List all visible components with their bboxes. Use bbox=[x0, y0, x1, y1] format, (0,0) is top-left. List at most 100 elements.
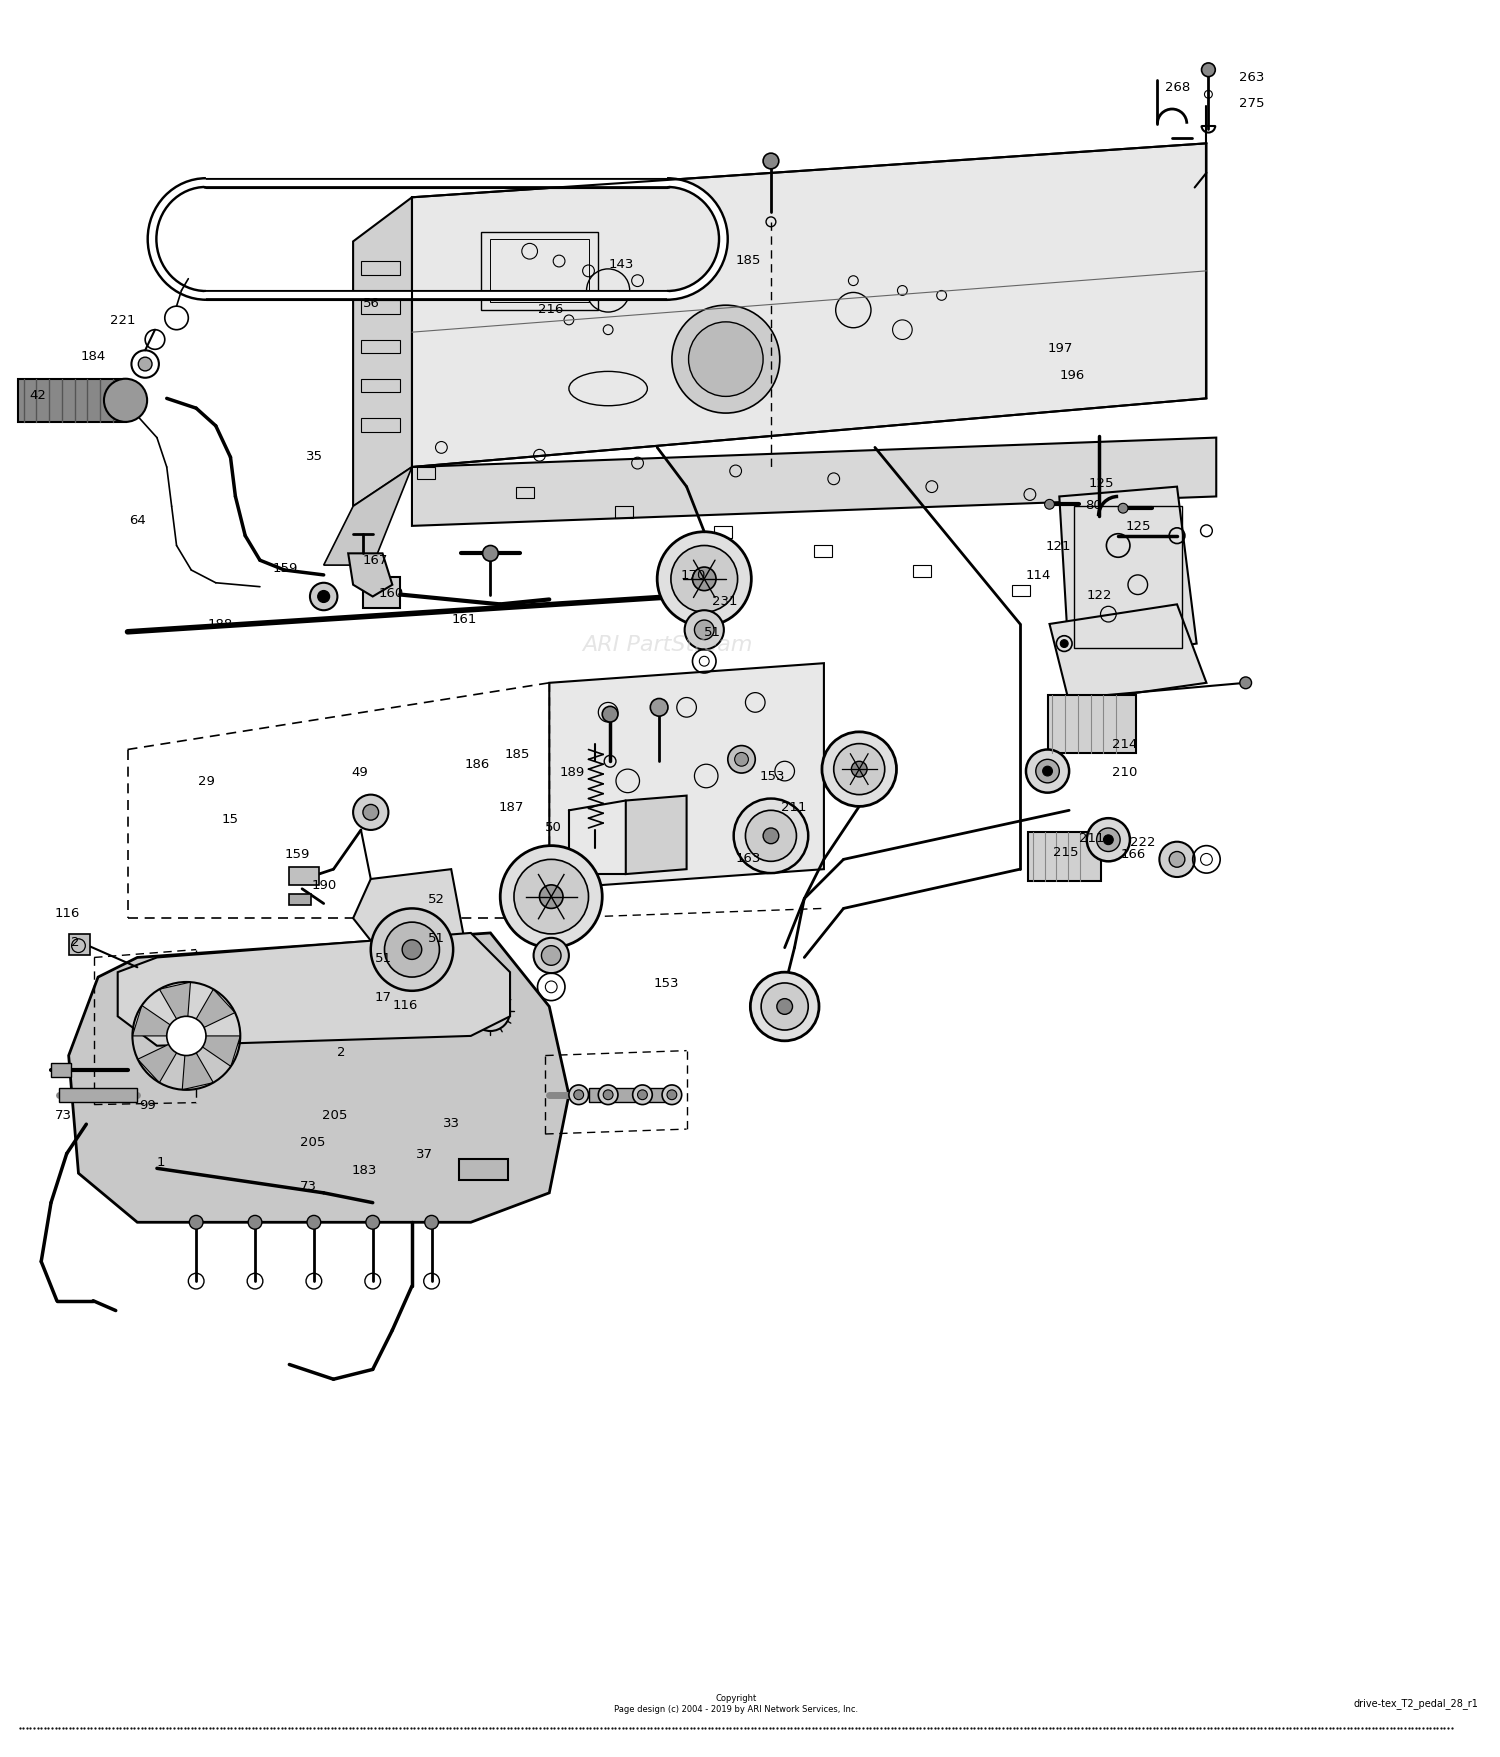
Text: 187: 187 bbox=[498, 801, 523, 813]
Circle shape bbox=[693, 568, 715, 592]
Circle shape bbox=[1160, 842, 1194, 877]
Circle shape bbox=[370, 908, 453, 991]
Circle shape bbox=[764, 829, 778, 843]
Text: 15: 15 bbox=[222, 812, 238, 826]
Text: 1: 1 bbox=[158, 1156, 165, 1168]
Circle shape bbox=[633, 1086, 652, 1105]
Circle shape bbox=[540, 886, 562, 908]
Circle shape bbox=[568, 1086, 588, 1105]
Text: 37: 37 bbox=[416, 1147, 434, 1160]
Circle shape bbox=[363, 805, 378, 821]
Polygon shape bbox=[138, 1037, 186, 1082]
Polygon shape bbox=[413, 144, 1206, 467]
Text: 215: 215 bbox=[1053, 845, 1078, 859]
Polygon shape bbox=[117, 933, 510, 1045]
Polygon shape bbox=[159, 982, 190, 1037]
Polygon shape bbox=[324, 467, 413, 566]
Circle shape bbox=[1036, 759, 1059, 784]
Text: 167: 167 bbox=[363, 553, 388, 566]
Circle shape bbox=[514, 859, 588, 935]
Text: 185: 185 bbox=[735, 253, 760, 267]
Circle shape bbox=[728, 747, 756, 773]
Circle shape bbox=[1044, 501, 1054, 510]
Text: 221: 221 bbox=[110, 315, 135, 327]
Circle shape bbox=[1240, 678, 1251, 689]
Circle shape bbox=[104, 380, 147, 423]
Circle shape bbox=[310, 583, 338, 611]
Circle shape bbox=[1118, 504, 1128, 513]
Circle shape bbox=[657, 532, 752, 627]
Text: 268: 268 bbox=[1166, 81, 1191, 93]
Bar bbox=[362, 262, 401, 276]
Polygon shape bbox=[69, 933, 568, 1223]
Polygon shape bbox=[1050, 604, 1206, 703]
Bar bbox=[362, 380, 401, 394]
Text: 51: 51 bbox=[427, 931, 444, 945]
Circle shape bbox=[694, 620, 714, 640]
Polygon shape bbox=[186, 1037, 240, 1066]
Circle shape bbox=[424, 1216, 438, 1230]
Bar bbox=[1112, 604, 1130, 617]
Text: 186: 186 bbox=[465, 757, 490, 770]
Circle shape bbox=[834, 745, 885, 796]
Text: 73: 73 bbox=[56, 1109, 72, 1121]
Text: 275: 275 bbox=[1239, 97, 1264, 109]
Text: 159: 159 bbox=[273, 560, 298, 575]
Circle shape bbox=[750, 973, 819, 1042]
Circle shape bbox=[574, 1091, 584, 1100]
Text: 163: 163 bbox=[735, 852, 760, 864]
Text: 159: 159 bbox=[285, 847, 310, 861]
Circle shape bbox=[684, 611, 724, 650]
Bar bbox=[588, 1088, 668, 1102]
Text: 121: 121 bbox=[1046, 539, 1071, 553]
Text: 56: 56 bbox=[363, 297, 380, 309]
Circle shape bbox=[483, 546, 498, 562]
Text: ARI PartStream: ARI PartStream bbox=[582, 634, 752, 654]
Bar bbox=[914, 566, 932, 578]
Text: 153: 153 bbox=[652, 977, 678, 989]
Text: 35: 35 bbox=[306, 450, 322, 462]
Bar bbox=[815, 546, 833, 559]
Text: 122: 122 bbox=[1088, 589, 1113, 601]
Circle shape bbox=[1042, 766, 1053, 777]
Text: 210: 210 bbox=[1113, 764, 1137, 778]
Text: 185: 185 bbox=[504, 747, 530, 761]
Text: 216: 216 bbox=[537, 302, 562, 316]
Circle shape bbox=[822, 733, 897, 806]
Text: 197: 197 bbox=[1047, 341, 1072, 355]
Bar bbox=[290, 894, 310, 907]
Circle shape bbox=[534, 938, 568, 973]
Bar bbox=[490, 241, 588, 302]
Text: 153: 153 bbox=[759, 770, 784, 782]
Polygon shape bbox=[352, 199, 413, 508]
Circle shape bbox=[384, 922, 439, 977]
Circle shape bbox=[602, 706, 618, 722]
Text: 211: 211 bbox=[782, 801, 807, 813]
Text: 29: 29 bbox=[198, 775, 214, 787]
Bar bbox=[51, 1063, 70, 1077]
Bar bbox=[615, 508, 633, 518]
Polygon shape bbox=[549, 664, 824, 889]
Bar bbox=[362, 300, 401, 315]
Bar bbox=[417, 467, 435, 480]
Bar bbox=[69, 935, 90, 956]
Circle shape bbox=[352, 796, 388, 831]
Circle shape bbox=[1168, 852, 1185, 868]
Text: 214: 214 bbox=[1113, 738, 1137, 750]
Text: 205: 205 bbox=[300, 1135, 326, 1149]
Text: 184: 184 bbox=[81, 350, 105, 362]
Circle shape bbox=[746, 812, 796, 863]
Text: 188: 188 bbox=[209, 618, 232, 631]
Polygon shape bbox=[182, 1037, 213, 1089]
Circle shape bbox=[735, 754, 748, 766]
Circle shape bbox=[318, 592, 330, 603]
Text: 2: 2 bbox=[70, 936, 80, 949]
Text: 161: 161 bbox=[452, 611, 477, 625]
Bar bbox=[363, 578, 401, 610]
Circle shape bbox=[542, 945, 561, 966]
Circle shape bbox=[1088, 819, 1130, 863]
Circle shape bbox=[366, 1216, 380, 1230]
Circle shape bbox=[138, 358, 152, 372]
Bar bbox=[362, 341, 401, 355]
Bar bbox=[714, 527, 732, 538]
